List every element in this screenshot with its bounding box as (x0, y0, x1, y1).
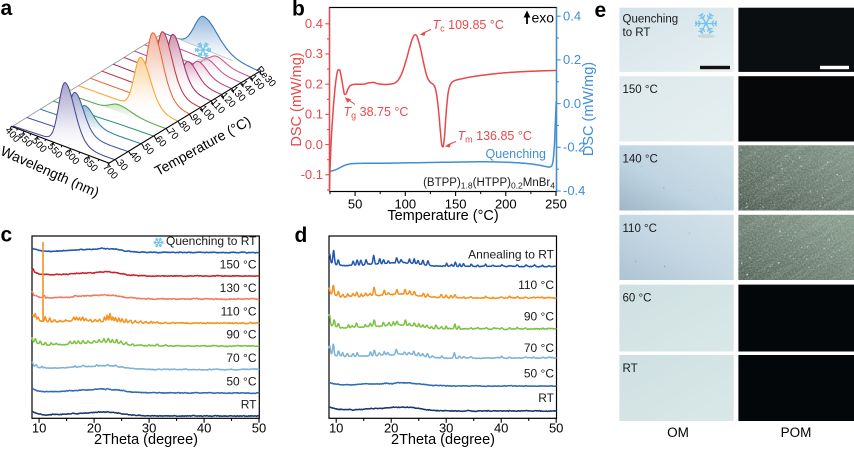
svg-text:b: b (292, 0, 305, 20)
svg-text:30: 30 (142, 420, 156, 435)
svg-text:RT: RT (538, 391, 554, 405)
svg-text:50 °C: 50 °C (226, 374, 256, 388)
svg-text:OM: OM (667, 425, 689, 440)
svg-text:500: 500 (29, 135, 49, 155)
svg-text:20: 20 (87, 420, 101, 435)
svg-text:200: 200 (495, 197, 517, 212)
svg-text:70 °C: 70 °C (524, 341, 554, 355)
svg-text:-0.1: -0.1 (301, 167, 323, 182)
svg-text:d: d (295, 224, 308, 247)
svg-text:Temperature (°C): Temperature (°C) (152, 113, 254, 179)
svg-text:0.4: 0.4 (305, 16, 323, 31)
svg-text:130 °C: 130 °C (220, 281, 257, 295)
svg-text:0.0: 0.0 (563, 96, 581, 111)
svg-text:Temperature (°C): Temperature (°C) (387, 208, 498, 224)
svg-text:(BTPP)1.8(HTPP)0.2MnBr4: (BTPP)1.8(HTPP)0.2MnBr4 (423, 177, 555, 191)
svg-text:140 °C: 140 °C (623, 153, 658, 165)
svg-text:110 °C: 110 °C (623, 223, 657, 235)
svg-text:0.0: 0.0 (305, 137, 323, 152)
svg-text:90 °C: 90 °C (524, 310, 554, 324)
svg-text:-0.2: -0.2 (563, 140, 585, 155)
svg-text:40: 40 (494, 420, 508, 435)
svg-text:Tg 38.75 °C: Tg 38.75 °C (344, 105, 409, 121)
svg-text:50: 50 (252, 420, 266, 435)
svg-text:Quenching to RT: Quenching to RT (166, 234, 257, 248)
svg-text:150 °C: 150 °C (220, 258, 257, 272)
svg-text:110 °C: 110 °C (518, 278, 554, 292)
svg-text:c: c (1, 224, 13, 247)
svg-text:-0.4: -0.4 (563, 183, 585, 198)
svg-text:DSC (mW/mg): DSC (mW/mg) (581, 62, 597, 156)
svg-text:250: 250 (545, 197, 567, 212)
svg-text:30: 30 (439, 420, 453, 435)
svg-text:Tm 136.85 °C: Tm 136.85 °C (458, 129, 532, 145)
svg-text:to RT: to RT (623, 27, 651, 39)
svg-text:RT: RT (623, 363, 638, 375)
svg-text:2Theta (degree): 2Theta (degree) (391, 432, 495, 448)
svg-text:DSC (mW/mg): DSC (mW/mg) (289, 52, 305, 146)
svg-text:Annealing to RT: Annealing to RT (468, 247, 555, 261)
svg-text:2Theta (degree): 2Theta (degree) (94, 432, 198, 448)
svg-text:550: 550 (45, 141, 65, 161)
svg-text:10: 10 (329, 420, 343, 435)
svg-text:70 °C: 70 °C (226, 351, 256, 365)
svg-text:10: 10 (32, 420, 46, 435)
svg-text:Quenching: Quenching (623, 14, 679, 26)
svg-text:20: 20 (384, 420, 398, 435)
svg-text:Tc 109.85 °C: Tc 109.85 °C (433, 18, 504, 34)
svg-text:0.1: 0.1 (305, 107, 323, 122)
svg-text:90 °C: 90 °C (226, 328, 256, 342)
svg-text:600: 600 (62, 148, 82, 168)
svg-text:110 °C: 110 °C (221, 305, 257, 319)
svg-text:50 °C: 50 °C (524, 367, 554, 381)
svg-text:Quenching: Quenching (486, 147, 547, 161)
svg-text:40: 40 (197, 420, 211, 435)
svg-text:150 °C: 150 °C (623, 84, 658, 96)
svg-text:0.2: 0.2 (563, 52, 581, 67)
svg-text:exo: exo (532, 10, 555, 26)
svg-text:e: e (595, 0, 607, 22)
svg-text:POM: POM (781, 425, 812, 440)
svg-text:RT: RT (241, 398, 257, 412)
svg-text:100: 100 (394, 197, 416, 212)
svg-text:0.4: 0.4 (563, 8, 581, 23)
svg-text:a: a (1, 0, 13, 20)
svg-text:50: 50 (348, 197, 362, 212)
svg-text:150: 150 (445, 197, 467, 212)
svg-text:650: 650 (80, 155, 100, 175)
svg-text:60 °C: 60 °C (623, 293, 652, 305)
svg-text:50: 50 (549, 420, 563, 435)
svg-text:0.2: 0.2 (305, 76, 323, 91)
svg-text:0.3: 0.3 (305, 46, 323, 61)
